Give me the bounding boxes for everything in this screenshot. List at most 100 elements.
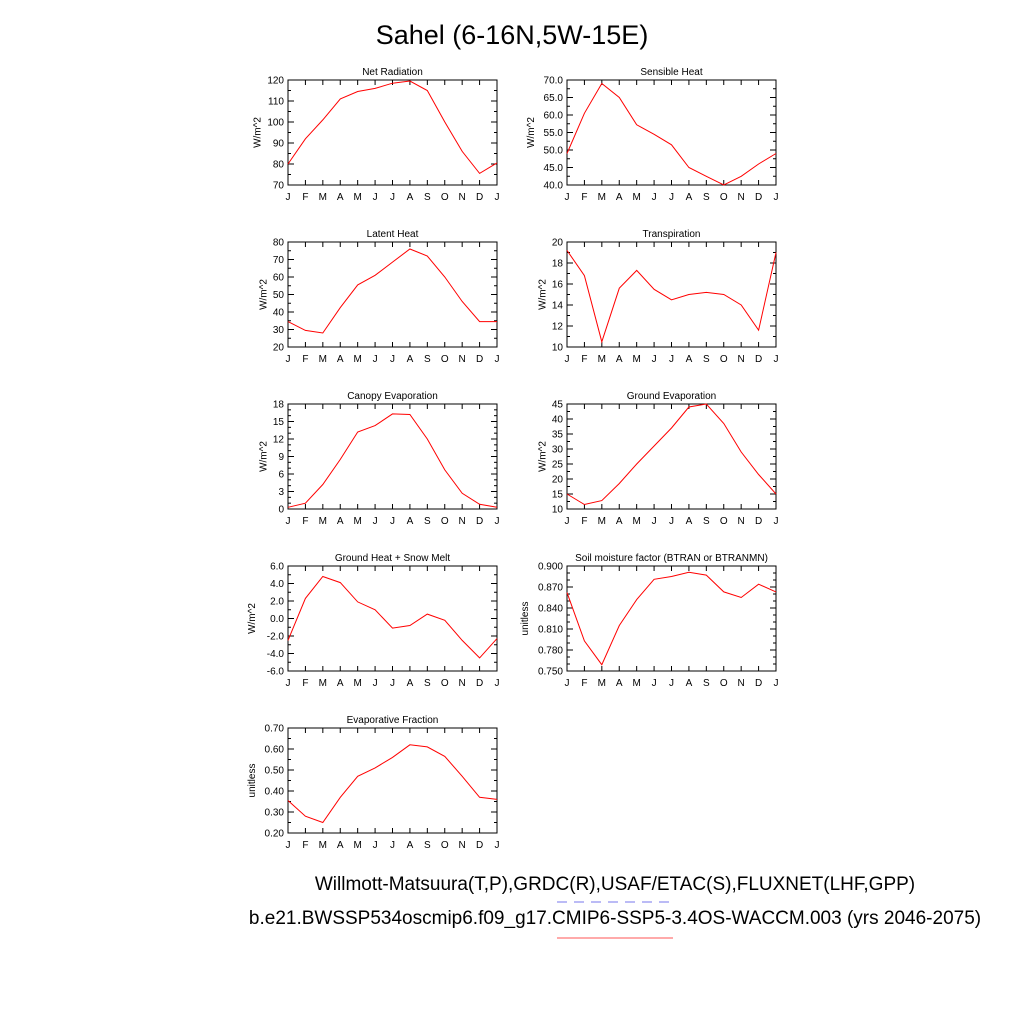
x-tick-label: A <box>337 192 344 203</box>
x-tick-label: J <box>669 354 674 365</box>
x-tick-label: J <box>373 678 378 689</box>
y-tick-label: 65.0 <box>544 93 564 104</box>
y-tick-label: 20 <box>552 475 564 486</box>
x-tick-label: J <box>390 354 395 365</box>
x-tick-label: M <box>353 192 361 203</box>
plot-frame <box>287 79 498 186</box>
legend-obs-label: Willmott-Matsuura(T,P),GRDC(R),USAF/ETAC… <box>315 874 915 895</box>
x-tick-label: F <box>581 678 587 689</box>
x-tick-label: M <box>598 354 606 365</box>
series-line <box>566 571 777 666</box>
y-axis-label: W/m^2 <box>258 441 269 472</box>
x-tick-label: J <box>373 840 378 851</box>
x-tick-label: J <box>669 678 674 689</box>
y-tick-label: 12 <box>552 322 564 333</box>
x-tick-label: D <box>476 840 483 851</box>
y-tick-label: 0.750 <box>538 667 563 678</box>
x-tick-label: F <box>581 354 587 365</box>
x-tick-label: A <box>407 354 414 365</box>
x-tick-label: J <box>373 192 378 203</box>
y-tick-label: 60 <box>273 273 285 284</box>
y-tick-label: 45.0 <box>544 163 564 174</box>
x-tick-label: J <box>495 840 500 851</box>
x-tick-label: A <box>337 840 344 851</box>
panel-title: Evaporative Fraction <box>347 715 439 726</box>
x-tick-label: J <box>652 678 657 689</box>
x-tick-label: S <box>703 516 710 527</box>
y-tick-label: 35 <box>552 430 564 441</box>
y-tick-label: 0 <box>278 505 284 516</box>
plot-frame <box>566 565 777 672</box>
x-tick-label: O <box>720 192 728 203</box>
x-tick-label: O <box>720 516 728 527</box>
x-tick-label: M <box>598 192 606 203</box>
plot-frame <box>287 403 498 510</box>
x-tick-label: N <box>738 192 745 203</box>
series-line <box>566 403 777 506</box>
x-tick-label: M <box>353 516 361 527</box>
y-tick-label: 16 <box>552 280 564 291</box>
y-tick-label: 4.0 <box>270 579 284 590</box>
x-tick-label: J <box>774 192 779 203</box>
y-tick-label: 12 <box>273 435 285 446</box>
y-tick-label: 0.780 <box>538 646 563 657</box>
y-tick-label: 100 <box>267 118 284 129</box>
x-tick-label: D <box>476 516 483 527</box>
y-tick-label: 0.40 <box>265 787 285 798</box>
x-tick-label: M <box>632 678 640 689</box>
x-tick-label: M <box>353 840 361 851</box>
x-tick-label: D <box>476 678 483 689</box>
x-tick-label: J <box>495 678 500 689</box>
x-tick-label: M <box>319 516 327 527</box>
panel-title: Transpiration <box>643 229 701 240</box>
x-tick-label: S <box>703 354 710 365</box>
panel-8: Soil moisture factor (BTRAN or BTRANMN) J… <box>520 553 779 689</box>
x-tick-label: A <box>337 354 344 365</box>
y-tick-label: 50.0 <box>544 146 564 157</box>
x-tick-label: J <box>373 354 378 365</box>
x-tick-label: J <box>390 192 395 203</box>
series-line <box>287 744 498 824</box>
y-tick-label: 0.20 <box>265 829 285 840</box>
x-tick-label: M <box>319 840 327 851</box>
x-tick-label: N <box>459 678 466 689</box>
x-tick-label: M <box>632 354 640 365</box>
y-tick-label: 70.0 <box>544 76 564 87</box>
plot-frame <box>566 79 777 186</box>
y-tick-label: 70 <box>273 255 285 266</box>
y-tick-label: 9 <box>278 452 284 463</box>
x-tick-label: F <box>302 678 308 689</box>
x-tick-label: N <box>459 354 466 365</box>
series-line <box>287 248 497 334</box>
plot-frame <box>287 565 498 672</box>
x-tick-label: O <box>441 192 449 203</box>
y-tick-label: 6 <box>278 470 284 481</box>
x-tick-label: J <box>652 354 657 365</box>
x-tick-label: O <box>441 516 449 527</box>
y-tick-label: 0.840 <box>538 604 563 615</box>
x-tick-label: F <box>302 192 308 203</box>
panel-title: Sensible Heat <box>640 67 702 78</box>
x-tick-label: J <box>390 516 395 527</box>
x-tick-label: A <box>616 354 623 365</box>
y-tick-label: 0.70 <box>265 724 285 735</box>
y-tick-label: 40.0 <box>544 181 564 192</box>
x-tick-label: J <box>286 192 291 203</box>
x-tick-label: M <box>598 516 606 527</box>
y-axis-label: W/m^2 <box>526 117 537 148</box>
x-tick-label: N <box>738 516 745 527</box>
y-tick-label: -2.0 <box>267 632 285 643</box>
series-line <box>287 80 498 175</box>
y-tick-label: 0.870 <box>538 583 563 594</box>
y-tick-label: 70 <box>273 181 285 192</box>
x-tick-label: J <box>390 678 395 689</box>
y-tick-label: 120 <box>267 76 284 87</box>
x-tick-label: A <box>407 516 414 527</box>
x-tick-label: F <box>302 840 308 851</box>
